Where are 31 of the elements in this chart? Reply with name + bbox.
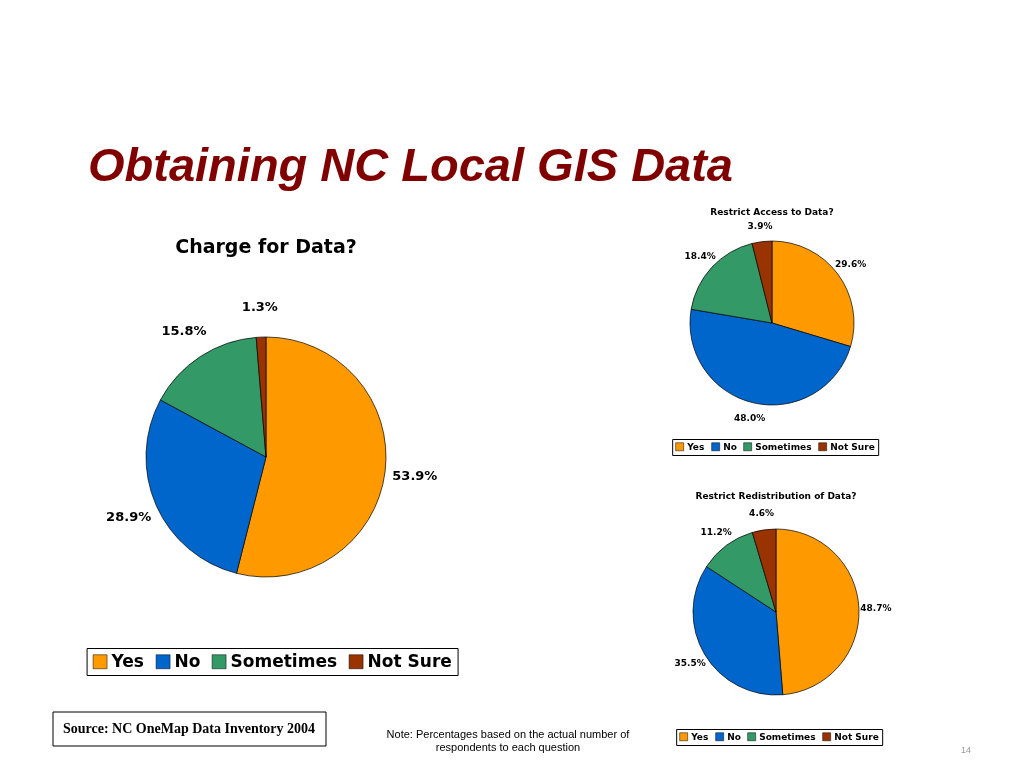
legend-label: Yes xyxy=(686,441,705,452)
legend-label: Yes xyxy=(690,731,709,742)
legend-label: Sometimes xyxy=(230,650,338,671)
data-label: 53.9% xyxy=(392,467,438,483)
text: 14 xyxy=(960,745,972,755)
chart-title: Restrict Redistribution of Data? xyxy=(695,491,857,501)
chart-title: Charge for Data? xyxy=(175,235,357,257)
legend-label: No xyxy=(723,441,737,452)
data-label: 18.4% xyxy=(684,251,716,262)
legend-label: Not Sure xyxy=(830,441,875,452)
legend-label: No xyxy=(174,650,201,671)
legend-label: Yes xyxy=(110,650,144,671)
chart-title: Restrict Access to Data? xyxy=(710,207,834,217)
data-label: 28.9% xyxy=(106,509,152,525)
legend-label: Not Sure xyxy=(834,731,879,742)
source-note: Source: NC OneMap Data Inventory 2004 xyxy=(62,721,316,736)
text: Obtaining NC Local GIS Data xyxy=(88,138,734,191)
data-label: 3.9% xyxy=(747,220,773,231)
legend-label: No xyxy=(727,731,741,742)
data-label: 48.7% xyxy=(860,602,892,613)
text: Note: Percentages based on the actual number of respondents to each question xyxy=(386,728,631,753)
data-label: 48.0% xyxy=(734,413,766,424)
data-label: 29.6% xyxy=(834,259,867,270)
data-label: 35.5% xyxy=(674,658,706,669)
legend-label: Not Sure xyxy=(367,650,452,671)
data-label: 11.2% xyxy=(700,526,732,537)
data-label: 15.8% xyxy=(161,323,207,339)
legend-label: Sometimes xyxy=(759,731,816,742)
legend-label: Sometimes xyxy=(755,441,812,452)
data-label: 1.3% xyxy=(241,299,278,315)
data-label: 4.6% xyxy=(749,508,775,519)
